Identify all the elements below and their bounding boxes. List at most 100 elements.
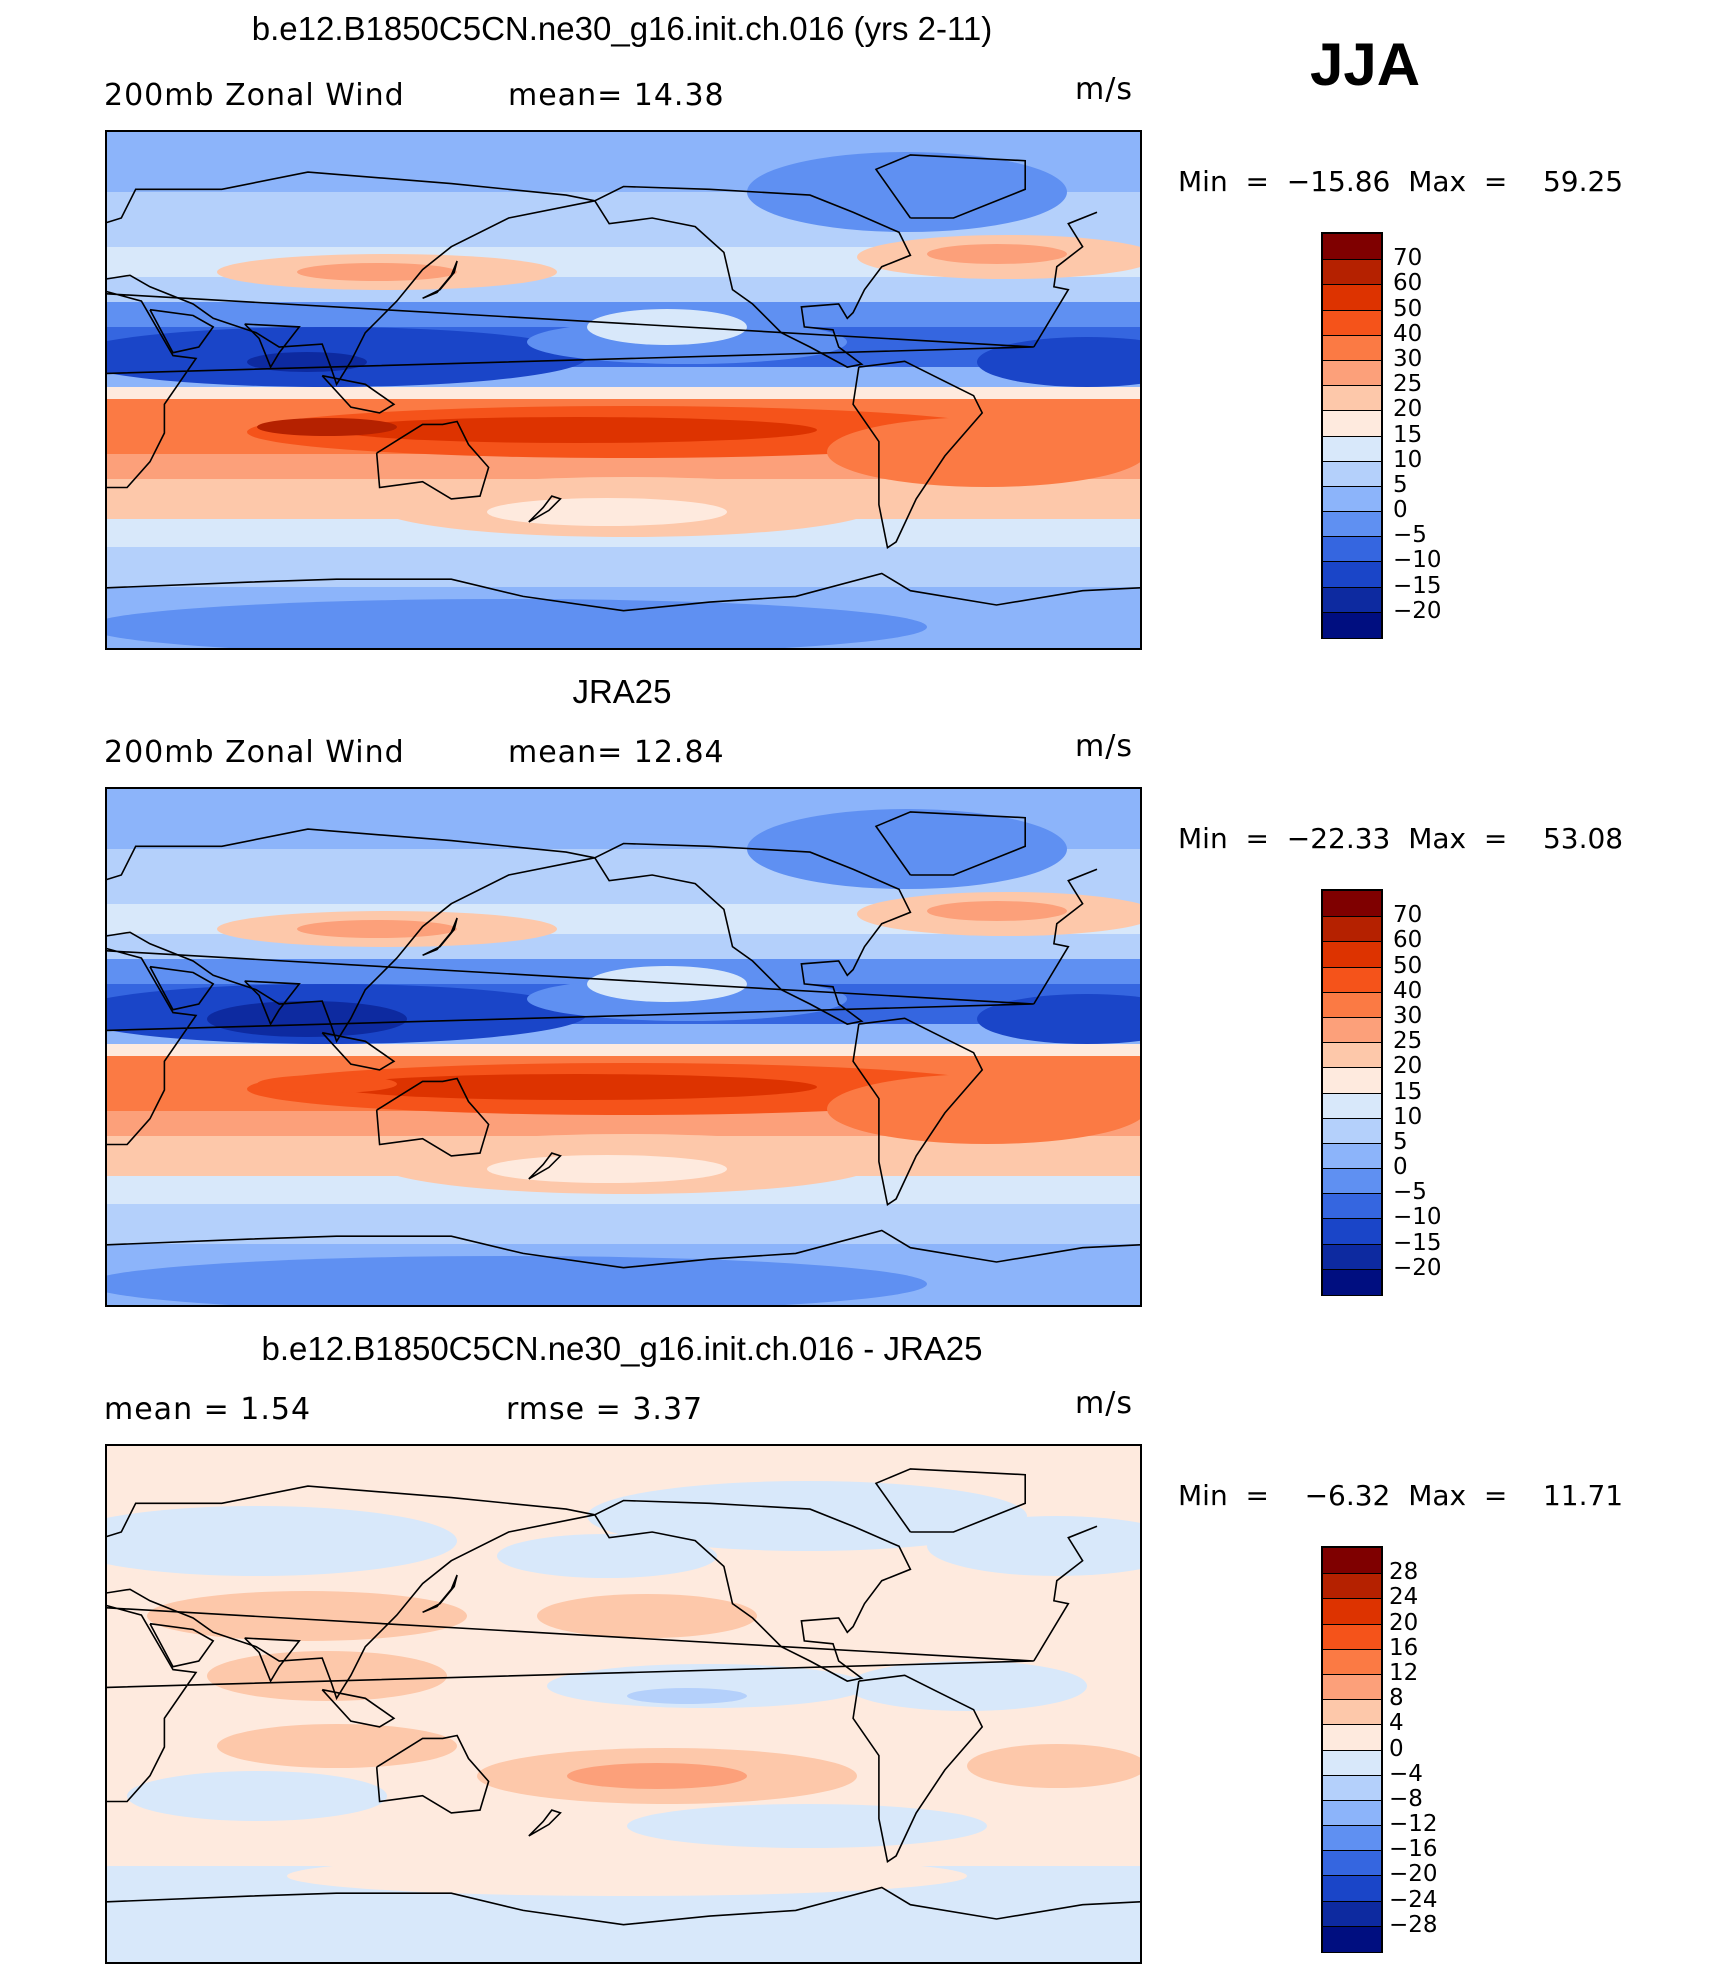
contour-band	[107, 547, 1140, 587]
contour-region	[257, 1075, 397, 1093]
colorbar-swatch	[1323, 1850, 1381, 1877]
colorbar-swatch	[1323, 410, 1381, 437]
coastline	[422, 260, 458, 300]
coastline	[1033, 1525, 1098, 1662]
contour-region	[547, 1664, 867, 1708]
wind-difference-map	[107, 1446, 1140, 1962]
contour-region	[487, 1155, 727, 1183]
colorbar-tick-label: 50	[1393, 295, 1423, 322]
coastline	[107, 1485, 595, 1701]
colorbar-swatch	[1323, 991, 1381, 1018]
colorbar-tick-label: 10	[1393, 446, 1423, 473]
coastline	[321, 1031, 396, 1071]
map-observation	[105, 787, 1142, 1307]
mean-label: mean= 12.84	[508, 735, 725, 770]
min-value: −15.86	[1286, 165, 1391, 198]
colorbar-tick-label: 60	[1393, 927, 1423, 954]
colorbar-swatch	[1323, 1925, 1381, 1952]
contour-region	[297, 263, 457, 281]
colorbar-swatch	[1323, 1067, 1381, 1094]
coastline	[594, 185, 912, 368]
contour-region	[497, 1534, 717, 1578]
contour-region	[107, 599, 927, 648]
colorbar-swatch	[1323, 1623, 1381, 1650]
colorbar-swatch	[1323, 359, 1381, 387]
coastline	[422, 917, 458, 957]
coastlines	[107, 1468, 1140, 1926]
max-value: 59.25	[1542, 165, 1624, 198]
max-value: 53.08	[1542, 822, 1624, 855]
colorbar-tick-label: 4	[1389, 1710, 1404, 1737]
contour-region	[847, 1661, 1087, 1711]
contour-region	[297, 920, 457, 938]
contour-region	[587, 309, 747, 345]
colorbar-swatch	[1323, 1774, 1381, 1801]
min-label: Min	[1178, 165, 1228, 198]
colorbar-swatch	[1323, 1268, 1381, 1295]
min-value: −6.32	[1304, 1479, 1391, 1512]
colorbar-tick-label: 60	[1393, 270, 1423, 297]
contour-region	[107, 1256, 927, 1305]
rmse-label: rmse = 3.37	[506, 1392, 704, 1427]
max-value: 11.71	[1542, 1479, 1624, 1512]
max-label: Max	[1408, 165, 1467, 198]
contour-region	[207, 1001, 407, 1037]
colorbar-swatch	[1323, 1218, 1381, 1245]
coastlines	[107, 154, 1140, 612]
units-label: m/s	[1075, 1386, 1133, 1421]
colorbar-tick-label: 0	[1393, 1154, 1408, 1181]
colorbar-tick-label: 0	[1389, 1735, 1404, 1762]
map-model	[105, 130, 1142, 650]
coastline	[107, 1604, 1034, 1803]
colorbar	[1321, 1546, 1383, 1953]
coastline	[107, 828, 595, 1044]
colorbar-tick-label: 12	[1389, 1659, 1419, 1686]
contour-band	[107, 387, 1140, 399]
colorbar-tick-label: −5	[1393, 1179, 1427, 1206]
colorbar-swatch	[1323, 511, 1381, 538]
min-label: Min	[1178, 822, 1228, 855]
colorbar-tick-label: 50	[1393, 952, 1423, 979]
coastline	[107, 290, 1034, 489]
coastline	[874, 1468, 1026, 1533]
colorbar-swatch	[1323, 1648, 1381, 1675]
contour-region	[217, 1724, 457, 1768]
max-label: Max	[1408, 822, 1467, 855]
contour-region	[587, 966, 747, 1002]
colorbar-swatch	[1323, 259, 1381, 286]
contour-band	[107, 1044, 1140, 1056]
colorbar-swatch	[1323, 1825, 1381, 1852]
min-max-readout: Min = −15.86 Max = 59.25	[1178, 165, 1624, 198]
coastline	[852, 360, 984, 550]
contour-region	[257, 418, 397, 436]
colorbar-swatch	[1323, 309, 1381, 336]
colorbar-tick-label: 40	[1393, 320, 1423, 347]
colorbar-tick-label: −5	[1393, 522, 1427, 549]
colorbar-tick-label: 70	[1393, 245, 1423, 272]
colorbar-swatch	[1323, 536, 1381, 563]
contour-region	[977, 994, 1140, 1044]
colorbar-tick-label: 30	[1393, 345, 1423, 372]
contour-region	[207, 1651, 447, 1701]
colorbar-swatch	[1323, 1117, 1381, 1144]
contour-region	[977, 337, 1140, 387]
colorbar-swatch	[1323, 1168, 1381, 1195]
colorbar-tick-label: −20	[1393, 597, 1442, 624]
colorbar-tick-label: 15	[1393, 421, 1423, 448]
units-label: m/s	[1075, 729, 1133, 764]
season-label: JJA	[1310, 31, 1421, 98]
colorbar-swatch	[1323, 611, 1381, 638]
coastline	[594, 842, 912, 1025]
mean-label: mean = 1.54	[104, 1392, 312, 1427]
colorbar-swatch	[1323, 1875, 1381, 1902]
panel-title: JRA25	[572, 673, 672, 710]
panel-title: b.e12.B1850C5CN.ne30_g16.init.ch.016 - J…	[261, 1330, 983, 1367]
colorbar-tick-label: 24	[1389, 1584, 1419, 1611]
colorbar-tick-label: −8	[1389, 1785, 1423, 1812]
map-difference	[105, 1444, 1142, 1964]
min-value: −22.33	[1286, 822, 1391, 855]
colorbar-tick-label: −28	[1389, 1911, 1438, 1938]
contour-region	[747, 809, 1067, 889]
coastline	[107, 947, 1034, 1146]
contour-region	[587, 1481, 1027, 1551]
